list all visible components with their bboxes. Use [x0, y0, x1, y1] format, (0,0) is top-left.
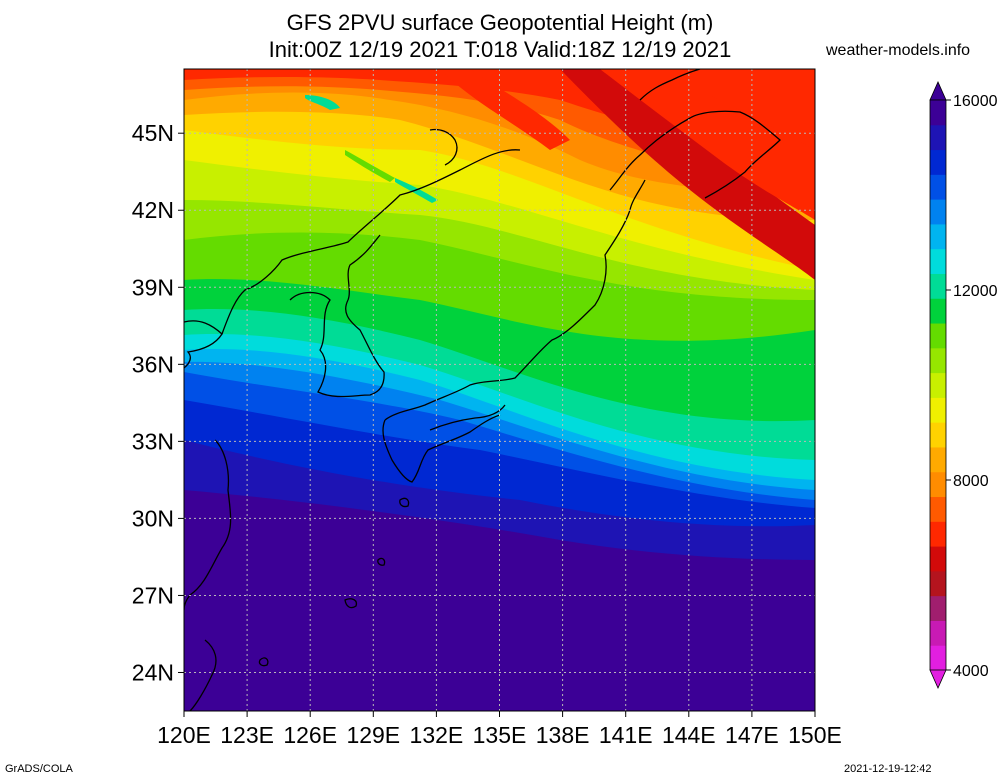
lat-tick-label: 45N: [132, 120, 174, 146]
chart-subtitle: Init:00Z 12/19 2021 T:018 Valid:18Z 12/1…: [268, 37, 732, 62]
colorbar-swatch: [930, 446, 946, 473]
lon-tick-label: 120E: [157, 722, 211, 748]
colorbar-swatch: [930, 595, 946, 621]
lon-tick-label: 150E: [788, 722, 842, 748]
colorbar-frame: [929, 99, 947, 671]
colorbar-swatch: [930, 323, 946, 349]
colorbar-max-arrow: [929, 81, 947, 101]
colorbar-swatch: [930, 422, 946, 448]
axis-ticks: [178, 132, 816, 717]
lon-tick-label: 123E: [220, 722, 274, 748]
colorbar-swatch: [930, 124, 946, 151]
colorbar-swatch: [930, 496, 946, 522]
colorbar-swatch: [930, 372, 946, 398]
lat-tick-label: 36N: [132, 351, 174, 377]
lat-tick-label: 39N: [132, 274, 174, 300]
footer-timestamp: 2021-12-19-12:42: [844, 763, 932, 775]
colorbar-swatch: [930, 298, 946, 324]
colorbar-swatch: [930, 645, 946, 671]
colorbar-swatch: [930, 570, 946, 597]
lon-tick-label: 147E: [725, 722, 779, 748]
colorbar-swatch: [930, 248, 946, 274]
colorbar-swatch: [930, 546, 946, 572]
colorbar-label: 8000: [953, 473, 989, 490]
colorbar-label: 12000: [953, 283, 998, 300]
colorbar-swatch: [930, 174, 946, 200]
colorbar-swatch: [930, 397, 946, 423]
colorbar-label: 4000: [953, 663, 989, 680]
lon-tick-label: 135E: [473, 722, 527, 748]
coastlines: [184, 69, 781, 711]
site-credit: weather-models.info: [826, 42, 971, 59]
gridlines: [184, 69, 815, 711]
lat-tick-label: 42N: [132, 197, 174, 223]
lon-tick-label: 138E: [536, 722, 590, 748]
colorbar-swatch: [930, 223, 946, 250]
colorbar-swatch: [930, 149, 946, 175]
lat-tick-label: 27N: [132, 582, 174, 608]
lon-tick-label: 141E: [599, 722, 653, 748]
colorbar-swatch: [930, 471, 946, 498]
lat-tick-label: 30N: [132, 505, 174, 531]
colorbar-swatch: [930, 273, 946, 299]
lon-tick-label: 144E: [662, 722, 716, 748]
lon-tick-label: 129E: [346, 722, 400, 748]
colorbar-min-arrow: [929, 669, 947, 689]
colorbar-swatch: [930, 521, 946, 547]
colorbar: 16000 12000 8000 4000: [929, 81, 998, 689]
lon-axis: 120E 123E 126E 129E 132E 135E 138E 141E 144E 147E…: [157, 722, 842, 748]
chart-title: GFS 2PVU surface Geopotential Height (m): [286, 10, 714, 35]
colorbar-swatch: [930, 620, 946, 646]
colorbar-swatch: [930, 347, 946, 374]
lat-axis: 45N 42N 39N 36N 33N 30N 27N 24N: [132, 120, 174, 685]
colorbar-swatch: [930, 100, 946, 126]
footer-credit: GrADS/COLA: [5, 763, 73, 775]
colorbar-swatch: [930, 199, 946, 225]
lon-tick-label: 126E: [283, 722, 337, 748]
lat-tick-label: 24N: [132, 659, 174, 685]
lon-tick-label: 132E: [410, 722, 464, 748]
colorbar-label: 16000: [953, 93, 998, 110]
lat-tick-label: 33N: [132, 428, 174, 454]
